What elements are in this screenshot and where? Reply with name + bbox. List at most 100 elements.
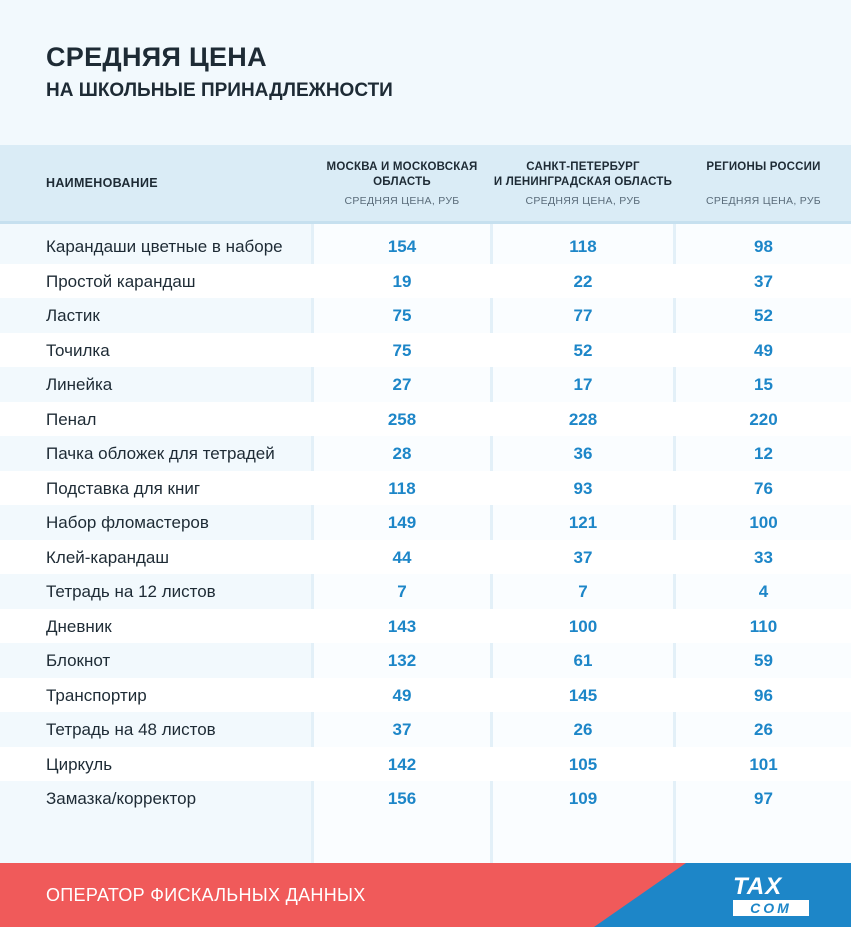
price-value: 100 [749, 513, 778, 532]
price-value: 26 [754, 720, 773, 739]
price-value: 19 [392, 271, 412, 291]
header-region-line1: МОСКВА И МОСКОВСКАЯ [326, 161, 478, 173]
item-name: Транспортир [46, 685, 147, 705]
table-row: Точилка 75 52 49 [0, 332, 851, 367]
item-name: Циркуль [46, 754, 113, 774]
header-region-label: РЕГИОНЫ РОССИИ [676, 160, 851, 175]
price-value: 149 [387, 513, 417, 532]
price-value: 76 [754, 478, 773, 498]
title-block: СРЕДНЯЯ ЦЕНА НА ШКОЛЬНЫЕ ПРИНАДЛЕЖНОСТИ [46, 40, 393, 102]
price-value: 17 [573, 375, 593, 394]
table-body: Карандаши цветные в наборе 154 118 98 Просто… [0, 229, 851, 816]
price-value: 121 [568, 513, 598, 532]
table-row: Клей-карандаш 44 37 33 [0, 539, 851, 574]
price-value: 156 [387, 789, 417, 808]
price-value: 258 [387, 409, 417, 429]
header-regions: РЕГИОНЫ РОССИИ СРЕДНЯЯ ЦЕНА, РУБ [676, 145, 851, 221]
header-region-label: САНКТ-ПЕТЕРБУРГ И ЛЕНИНГРАДСКАЯ ОБЛАСТЬ [493, 160, 673, 190]
price-value: 109 [568, 789, 598, 808]
item-name: Подставка для книг [46, 478, 201, 498]
price-value: 37 [573, 547, 593, 567]
price-value: 77 [573, 306, 593, 325]
item-name: Тетрадь на 48 листов [46, 720, 216, 739]
footer: ОПЕРАТОР ФИСКАЛЬНЫХ ДАННЫХ TAX COM [0, 863, 851, 927]
item-name: Клей-карандаш [46, 547, 170, 567]
price-value: 49 [392, 685, 412, 705]
page-title: СРЕДНЯЯ ЦЕНА [46, 42, 267, 72]
price-value: 52 [573, 340, 593, 360]
item-name: Пенал [46, 409, 97, 429]
item-name: Линейка [46, 375, 113, 394]
price-value: 105 [568, 754, 598, 774]
price-value: 98 [754, 237, 773, 256]
header-unit: СРЕДНЯЯ ЦЕНА, РУБ [344, 195, 460, 207]
price-value: 27 [392, 375, 412, 394]
price-value: 59 [754, 651, 773, 670]
item-name: Пачка обложек для тетрадей [46, 444, 275, 463]
footer-red-band [0, 863, 686, 927]
header-region-line2: ОБЛАСТЬ [373, 176, 431, 188]
header-region-line2: И ЛЕНИНГРАДСКАЯ ОБЛАСТЬ [493, 176, 673, 188]
header-name: НАИМЕНОВАНИЕ [46, 176, 158, 190]
price-value: 220 [749, 409, 778, 429]
item-name: Карандаши цветные в наборе [46, 237, 283, 256]
price-value: 7 [397, 582, 407, 601]
table-row: Пенал 258 228 220 [0, 401, 851, 436]
item-name: Блокнот [46, 651, 111, 670]
table-row: Замазка/корректор 156 109 97 [0, 781, 851, 816]
header-region-label: МОСКВА И МОСКОВСКАЯ ОБЛАСТЬ [314, 160, 490, 190]
footer-operator-text: ОПЕРАТОР ФИСКАЛЬНЫХ ДАННЫХ [46, 885, 366, 905]
price-value: 15 [754, 375, 773, 394]
table-header: НАИМЕНОВАНИЕ МОСКВА И МОСКОВСКАЯ ОБЛАСТЬ… [0, 145, 851, 224]
price-value: 75 [392, 340, 412, 360]
price-value: 118 [388, 478, 416, 498]
price-value: 37 [754, 271, 773, 291]
item-name: Дневник [46, 616, 112, 636]
price-table: НАИМЕНОВАНИЕ МОСКВА И МОСКОВСКАЯ ОБЛАСТЬ… [0, 145, 851, 863]
item-name: Тетрадь на 12 листов [46, 582, 216, 601]
price-value: 132 [387, 651, 417, 670]
table-row: Подставка для книг 118 93 76 [0, 470, 851, 505]
header-region-line1: РЕГИОНЫ РОССИИ [706, 161, 821, 173]
price-value: 44 [392, 547, 412, 567]
price-value: 145 [568, 685, 598, 705]
table-row: Блокнот 132 61 59 [0, 643, 851, 678]
price-value: 96 [754, 685, 773, 705]
footer-background [0, 863, 851, 927]
price-value: 49 [754, 340, 773, 360]
table-row: Ластик 75 77 52 [0, 298, 851, 333]
price-value: 28 [392, 444, 412, 463]
price-value: 154 [387, 237, 417, 256]
table-row: Тетрадь на 12 листов 7 7 4 [0, 574, 851, 609]
table-row: Циркуль 142 105 101 [0, 746, 851, 781]
header-unit: СРЕДНЯЯ ЦЕНА, РУБ [706, 195, 821, 207]
price-value: 12 [754, 444, 773, 463]
logo-bottom-text: COM [733, 900, 809, 916]
item-name: Набор фломастеров [46, 513, 209, 532]
table-row: Транспортир 49 145 96 [0, 677, 851, 712]
header-moscow: МОСКВА И МОСКОВСКАЯ ОБЛАСТЬ СРЕДНЯЯ ЦЕНА… [314, 145, 490, 221]
price-value: 142 [387, 754, 417, 774]
price-value: 143 [387, 616, 417, 636]
item-name: Ластик [46, 306, 100, 325]
taxcom-logo: TAX COM [733, 875, 811, 917]
price-value: 22 [573, 271, 593, 291]
price-value: 97 [754, 789, 773, 808]
price-value: 7 [578, 582, 588, 601]
price-value: 52 [754, 306, 773, 325]
table-row: Пачка обложек для тетрадей 28 36 12 [0, 436, 851, 471]
price-value: 26 [573, 720, 593, 739]
price-value: 4 [758, 582, 769, 601]
price-value: 33 [754, 547, 773, 567]
price-value: 228 [568, 409, 598, 429]
header-spb: САНКТ-ПЕТЕРБУРГ И ЛЕНИНГРАДСКАЯ ОБЛАСТЬ … [493, 145, 673, 221]
logo-top-text: TAX [733, 873, 783, 900]
table-row: Карандаши цветные в наборе 154 118 98 [0, 229, 851, 264]
price-value: 110 [749, 616, 778, 636]
table-row: Тетрадь на 48 листов 37 26 26 [0, 712, 851, 747]
header-region-line1: САНКТ-ПЕТЕРБУРГ [526, 161, 640, 173]
price-value: 100 [568, 616, 598, 636]
header-unit: СРЕДНЯЯ ЦЕНА, РУБ [525, 195, 641, 207]
table-row: Линейка 27 17 15 [0, 367, 851, 402]
price-value: 61 [573, 651, 593, 670]
